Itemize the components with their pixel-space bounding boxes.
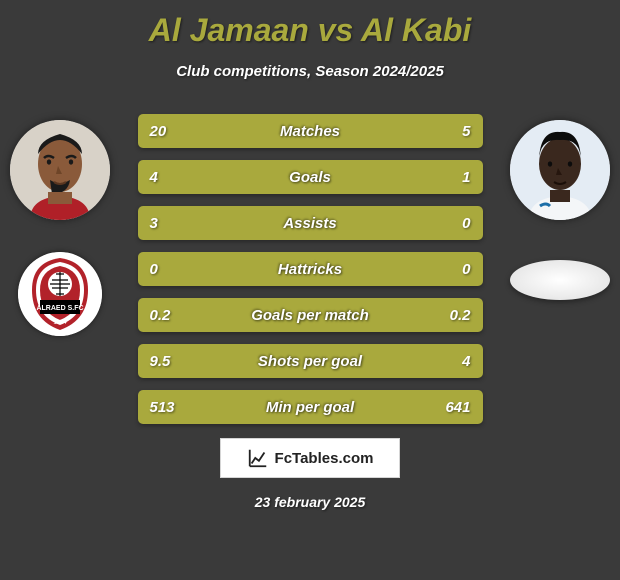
stat-row: 3 Assists 0 — [138, 206, 483, 240]
stat-right-value: 0.2 — [431, 307, 471, 324]
comparison-title: Al Jamaan vs Al Kabi — [0, 0, 620, 49]
stat-row: 9.5 Shots per goal 4 — [138, 344, 483, 378]
stat-label: Hattricks — [278, 261, 342, 278]
stat-row: 20 Matches 5 — [138, 114, 483, 148]
branding-text: FcTables.com — [275, 450, 374, 467]
stat-row: 4 Goals 1 — [138, 160, 483, 194]
stat-right-value: 1 — [431, 169, 471, 186]
stat-right-value: 641 — [431, 399, 471, 416]
stat-right-value: 5 — [431, 123, 471, 140]
branding-box: FcTables.com — [220, 438, 400, 478]
stat-label: Matches — [280, 123, 340, 140]
svg-text:ALRAED S.FC: ALRAED S.FC — [36, 305, 83, 312]
stat-row: 513 Min per goal 641 — [138, 390, 483, 424]
stat-left-value: 20 — [150, 123, 190, 140]
stat-right-value: 0 — [431, 261, 471, 278]
stat-label: Goals per match — [251, 307, 369, 324]
comparison-content: ALRAED S.FC 1954 20 Matches 5 4 Goals 1 … — [0, 110, 620, 510]
stat-label: Shots per goal — [258, 353, 362, 370]
club-right-badge — [510, 260, 610, 300]
club-left-badge-image: ALRAED S.FC 1954 — [18, 252, 102, 336]
stat-right-value: 4 — [431, 353, 471, 370]
stat-label: Min per goal — [266, 399, 354, 416]
stat-row: 0 Hattricks 0 — [138, 252, 483, 286]
stats-bars: 20 Matches 5 4 Goals 1 3 Assists 0 0 Hat… — [138, 110, 483, 424]
stat-left-value: 4 — [150, 169, 190, 186]
stat-row: 0.2 Goals per match 0.2 — [138, 298, 483, 332]
stat-right-value: 0 — [431, 215, 471, 232]
stat-label: Goals — [289, 169, 331, 186]
season-subtitle: Club competitions, Season 2024/2025 — [0, 63, 620, 80]
stat-left-value: 0 — [150, 261, 190, 278]
stat-label: Assists — [283, 215, 336, 232]
player-right-avatar — [510, 120, 610, 220]
chart-icon — [247, 447, 269, 469]
stat-left-value: 513 — [150, 399, 190, 416]
comparison-date: 23 february 2025 — [0, 494, 620, 510]
player-left-avatar-image — [10, 120, 110, 220]
stat-left-value: 9.5 — [150, 353, 190, 370]
stat-left-value: 3 — [150, 215, 190, 232]
club-left-badge: ALRAED S.FC 1954 — [18, 252, 102, 336]
svg-text:1954: 1954 — [53, 320, 67, 326]
stat-left-value: 0.2 — [150, 307, 190, 324]
player-right-avatar-image — [510, 120, 610, 220]
player-left-avatar — [10, 120, 110, 220]
